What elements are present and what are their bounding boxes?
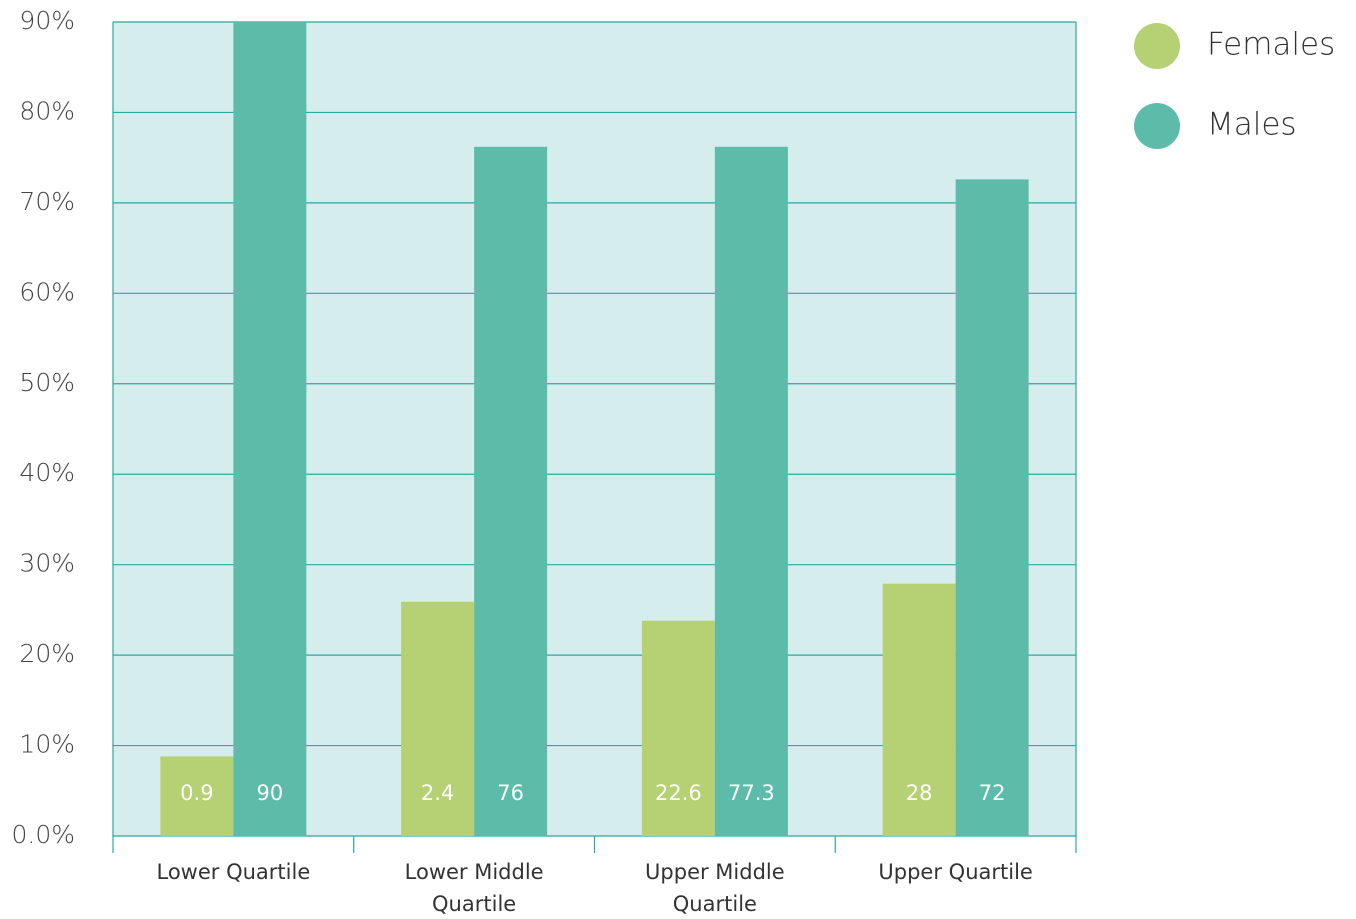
data-label: 0.9	[180, 781, 213, 805]
x-tick-label: Lower Middle Quartile	[405, 860, 544, 916]
bar	[641, 620, 715, 836]
data-label: 76	[497, 781, 524, 805]
data-label: 77.3	[728, 781, 775, 805]
y-tick-label: 60%	[19, 277, 75, 306]
bar	[160, 756, 234, 836]
bar	[474, 146, 548, 836]
legend-label: Males	[1207, 107, 1297, 143]
bar	[401, 601, 475, 836]
data-label: 72	[979, 781, 1006, 805]
y-tick-label: 70%	[19, 187, 75, 216]
x-tick-label: Lower Quartile	[157, 860, 311, 884]
data-label: 22.6	[655, 781, 702, 805]
y-tick-label: 50%	[19, 368, 75, 397]
bar	[882, 583, 956, 836]
x-tick-label: Upper Quartile	[878, 860, 1032, 884]
bar	[955, 179, 1029, 836]
legend-marker	[1134, 103, 1180, 149]
y-tick-label: 0.0%	[11, 820, 75, 849]
y-tick-label: 80%	[19, 96, 75, 125]
y-tick-label: 40%	[19, 458, 75, 487]
x-tick-label: Upper Middle Quartile	[645, 860, 785, 916]
y-tick-label: 30%	[19, 549, 75, 578]
data-label: 28	[906, 781, 933, 805]
bar	[233, 22, 307, 836]
data-label: 90	[257, 781, 284, 805]
legend-label: Females	[1207, 27, 1335, 63]
y-tick-label: 90%	[19, 6, 75, 35]
legend-marker	[1134, 23, 1180, 69]
y-tick-label: 10%	[19, 730, 75, 759]
y-tick-label: 20%	[19, 639, 75, 668]
data-label: 2.4	[421, 781, 454, 805]
bar	[714, 146, 788, 836]
